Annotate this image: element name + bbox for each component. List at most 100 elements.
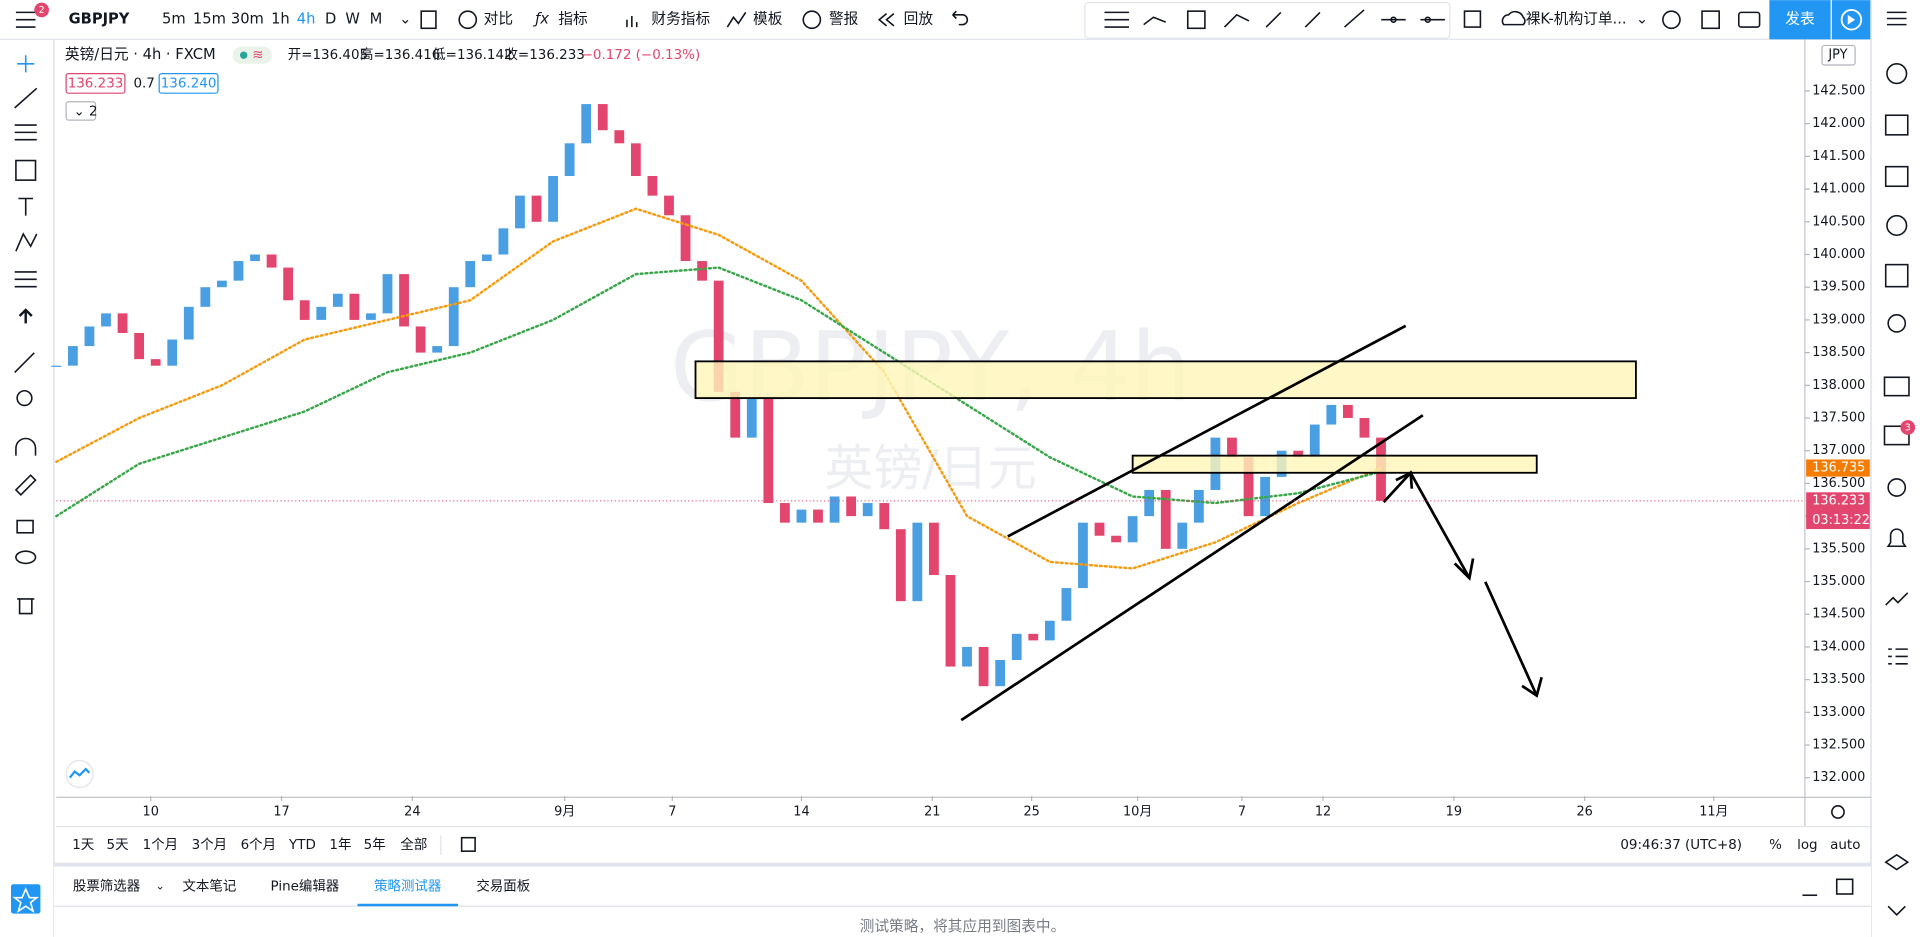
interval[interactable]: D (325, 11, 336, 28)
y-tick-label: 135.500 (1812, 541, 1865, 556)
legend-close: 收=136.233 (504, 47, 584, 63)
y-tick-label: 138.000 (1812, 378, 1865, 393)
candle-body (349, 293, 360, 320)
user-drawings[interactable] (694, 324, 1637, 722)
arrow-1[interactable] (1382, 470, 1475, 581)
x-tick-label: 9月 (554, 804, 575, 819)
candle-body (1144, 489, 1155, 517)
range-button[interactable]: 1个月 (143, 837, 178, 853)
candle-body (531, 195, 542, 222)
range-button[interactable]: 5天 (107, 838, 129, 853)
drawing-toolbar (1084, 1, 1451, 39)
publish-button[interactable] (1769, 0, 1831, 40)
range-button[interactable]: 6个月 (241, 837, 276, 853)
candle-body (1094, 522, 1105, 536)
candle-body (150, 359, 161, 366)
panel-tab[interactable]: Pine编辑器 (271, 879, 340, 895)
fullscreen-icon[interactable] (1701, 10, 1720, 30)
legend-high: 高=136.416 (360, 46, 440, 63)
bottom-panel: 股票筛选器 文本笔记 Pine编辑器 策略测试器 交易面板 ⌄ 测试策略，将其应用到图表… (53, 862, 1872, 937)
x-tick-label: 10 (143, 804, 159, 819)
interval[interactable]: W (345, 11, 360, 28)
chart-type-icon[interactable] (420, 10, 437, 30)
range-bar: 1天 5天 1个月 3个月 6个月 YTD 1年 5年 全部 09:46:37 (UTC+8) … (56, 826, 1872, 855)
candle-body (1127, 516, 1138, 543)
menu-icon[interactable] (15, 11, 36, 28)
interval[interactable]: 1h (271, 11, 290, 28)
candle-body (1193, 489, 1204, 523)
chart-area[interactable]: GBPJPY, 4h 英镑/日元 132.000132.500133.00013… (51, 39, 1872, 827)
right-sidebar: 3 (1870, 0, 1916, 937)
log-toggle[interactable]: log (1797, 838, 1818, 853)
y-tick-label: 140.500 (1812, 214, 1865, 229)
candle-body (1078, 522, 1088, 589)
x-tick-label: 10月 (1123, 804, 1152, 819)
candle-body (564, 143, 575, 177)
templates[interactable]: 模板 (753, 10, 783, 28)
panel-tab[interactable]: 策略测试器 (374, 878, 442, 895)
interval[interactable]: 15m (193, 11, 226, 28)
candle-body (117, 313, 128, 333)
arrow-2[interactable] (1484, 581, 1543, 698)
percent-toggle[interactable]: % (1769, 838, 1782, 853)
ask[interactable]: 136.240 (161, 76, 217, 91)
layout-name[interactable]: 裸K-机构订单... (1526, 11, 1627, 28)
interval[interactable]: 30m (231, 11, 264, 28)
range-button[interactable]: 3个月 (192, 837, 227, 853)
interval[interactable]: 4h (297, 11, 316, 28)
y-tick-label: 132.000 (1812, 770, 1865, 785)
bid[interactable]: 136.233 (68, 76, 124, 91)
range-button[interactable]: 5年 (364, 837, 386, 853)
y-tick-label: 138.500 (1812, 345, 1865, 360)
x-tick-label: 25 (1023, 804, 1039, 819)
watermark-subtitle: 英镑/日元 (824, 440, 1036, 497)
range-button[interactable]: 1年 (329, 837, 351, 853)
candle-body (299, 300, 310, 320)
clock: 09:46:37 (UTC+8) (1620, 838, 1742, 853)
axis-settings[interactable] (1831, 805, 1845, 819)
candle-body (134, 332, 145, 360)
moving-average (55, 266, 1383, 518)
countdown: 03:13:22 (1812, 513, 1870, 528)
candle-body (51, 365, 62, 367)
candle-body (1243, 457, 1254, 517)
replay[interactable]: 回放 (904, 11, 934, 28)
channel-lower[interactable] (960, 414, 1424, 722)
candle-body (432, 346, 443, 353)
panel-tab[interactable]: 文本笔记 (182, 879, 236, 895)
interval[interactable]: 5m (162, 11, 186, 28)
supply-zone[interactable] (694, 360, 1637, 400)
panel-tab[interactable]: 股票筛选器 (73, 879, 141, 895)
candle-body (995, 660, 1006, 687)
svg-text:3: 3 (1905, 422, 1911, 433)
candle-body (647, 176, 658, 196)
y-tick-label: 141.500 (1812, 149, 1865, 164)
y-tick-label: 142.000 (1812, 116, 1865, 131)
candle-body (895, 529, 906, 602)
alerts[interactable]: 警报 (829, 11, 859, 28)
y-tick-label: 137.000 (1812, 443, 1865, 458)
legend-collapsed[interactable]: ⌄ 2 (73, 105, 97, 120)
interval[interactable]: M (370, 11, 383, 28)
left-toolbar (11, 39, 55, 937)
screenshot-icon[interactable] (1737, 11, 1761, 28)
candle-body (1342, 404, 1353, 419)
candle-body (233, 261, 244, 281)
compare[interactable]: 对比 (484, 11, 513, 28)
settings-icon[interactable] (1662, 10, 1681, 30)
auto-toggle[interactable]: auto (1830, 838, 1860, 853)
interval-dropdown[interactable]: ⌄ (399, 11, 411, 28)
candle-body (1326, 404, 1337, 425)
indicators[interactable]: 指标 (558, 11, 588, 28)
candle-body (448, 287, 459, 347)
x-tick-label: 7 (668, 804, 676, 819)
demand-zone[interactable] (1131, 454, 1538, 474)
panel-tab[interactable]: 交易面板 (476, 878, 530, 895)
range-button[interactable]: YTD (288, 838, 316, 853)
financials[interactable]: 财务指标 (651, 11, 710, 28)
undo[interactable] (952, 10, 969, 26)
x-tick-label: 21 (924, 804, 940, 819)
range-button[interactable]: 1天 (72, 838, 94, 853)
symbol[interactable]: GBPJPY (69, 11, 130, 28)
range-button[interactable]: 全部 (400, 836, 427, 853)
